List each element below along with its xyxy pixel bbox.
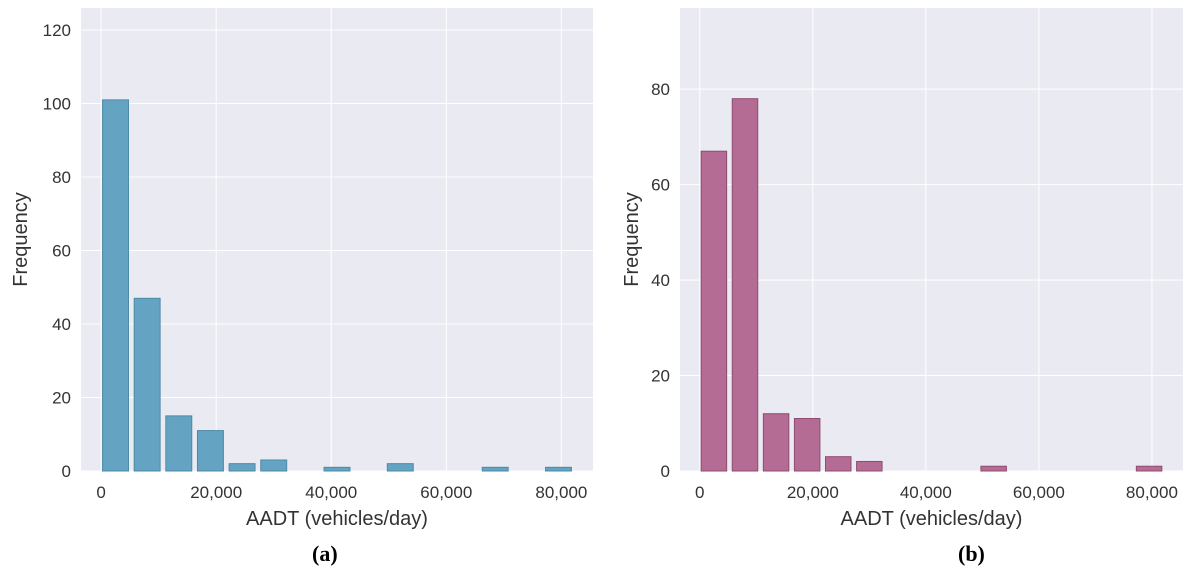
x-tick-label: 20,000 xyxy=(190,483,242,502)
histogram-bar xyxy=(980,465,1007,472)
x-tick-label: 0 xyxy=(695,483,704,502)
x-tick-label: 60,000 xyxy=(1013,483,1065,502)
y-tick-label: 40 xyxy=(651,271,670,290)
histogram-bar xyxy=(481,466,509,472)
caption-b: (b) xyxy=(958,541,985,566)
histogram-bar xyxy=(228,463,256,472)
histogram-bar xyxy=(196,430,224,472)
histogram-bar xyxy=(102,99,129,472)
y-tick-label: 120 xyxy=(43,21,71,40)
x-tick-label: 80,000 xyxy=(535,483,587,502)
histogram-bar xyxy=(545,466,572,472)
histogram-bar xyxy=(386,463,414,472)
histogram-bar xyxy=(731,98,759,472)
plot-area xyxy=(81,8,593,471)
y-axis-title: Frequency xyxy=(10,192,32,287)
histogram-bar xyxy=(825,456,852,472)
histogram-bar xyxy=(165,415,193,472)
histogram-bar xyxy=(793,417,821,472)
histogram-bar xyxy=(260,459,288,472)
x-axis-title: AADT (vehicles/day) xyxy=(246,508,428,530)
y-tick-label: 0 xyxy=(62,462,71,481)
y-axis-title: Frequency xyxy=(621,192,643,287)
chart-panel-a: 0 20 40 60 80 100 120 0 20,000 40,000 60,000 80,000… xyxy=(10,8,593,566)
x-tick-label: 40,000 xyxy=(900,483,952,502)
histogram-bar xyxy=(1135,465,1163,472)
y-tick-label: 80 xyxy=(52,168,71,187)
y-tick-label: 40 xyxy=(52,315,71,334)
histogram-a-svg: 0 20 40 60 80 100 120 0 20,000 40,000 60,000 80,000… xyxy=(10,8,593,530)
histogram-bar xyxy=(323,466,351,472)
histogram-bar xyxy=(856,460,883,472)
y-tick-label: 20 xyxy=(52,389,71,408)
y-tick-label: 0 xyxy=(661,462,670,481)
chart-panel-b: 0 20 40 60 80 0 20,000 40,000 60,000 80,000 AADT (… xyxy=(600,0,1190,574)
caption-a: (a) xyxy=(312,541,338,566)
histogram-bar xyxy=(762,413,790,472)
x-tick-label: 20,000 xyxy=(787,483,839,502)
y-tick-label: 60 xyxy=(651,176,670,195)
x-tick-label: 60,000 xyxy=(420,483,472,502)
y-tick-label: 80 xyxy=(651,80,670,99)
histogram-bar xyxy=(700,150,728,472)
y-tick-label: 100 xyxy=(43,95,71,114)
x-axis-title: AADT (vehicles/day) xyxy=(841,508,1023,530)
plot-area xyxy=(680,8,1183,471)
x-tick-label: 0 xyxy=(96,483,105,502)
histogram-b-svg: 0 20 40 60 80 0 20,000 40,000 60,000 80,000 AADT (… xyxy=(621,8,1183,530)
histogram-bar xyxy=(133,297,161,472)
y-tick-label: 20 xyxy=(651,367,670,386)
x-tick-label: 40,000 xyxy=(305,483,357,502)
y-tick-label: 60 xyxy=(52,242,71,261)
x-tick-label: 80,000 xyxy=(1126,483,1178,502)
